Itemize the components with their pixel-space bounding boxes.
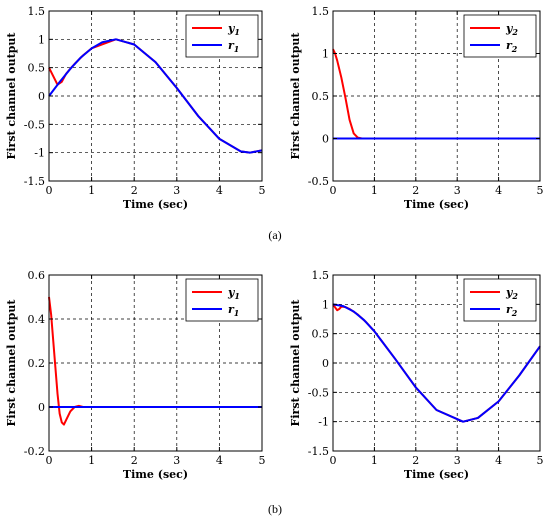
y-tick-label: 0.4 — [28, 313, 46, 326]
x-tick-label: 2 — [412, 184, 419, 197]
x-tick-label: 1 — [371, 184, 378, 197]
y-tick-label: -0.2 — [24, 445, 45, 458]
series-line-r1 — [48, 38, 263, 154]
y-tick-label: 0.2 — [28, 357, 46, 370]
caption-b: (b) — [268, 502, 282, 516]
y-axis-label: First channel output — [5, 32, 18, 160]
y-tick-label: -0.5 — [24, 118, 45, 131]
x-tick-label: 0 — [330, 454, 337, 467]
y-tick-label: -1.5 — [308, 445, 329, 458]
y-tick-label: -1 — [34, 147, 45, 160]
y-tick-label: 0 — [322, 357, 329, 370]
x-tick-label: 5 — [259, 184, 266, 197]
y-tick-label: -0.5 — [308, 175, 329, 188]
x-tick-label: 3 — [454, 454, 461, 467]
x-axis-label: Time (sec) — [123, 198, 188, 211]
x-axis-label: Time (sec) — [404, 198, 469, 211]
y-axis-label: First channel output — [5, 299, 18, 427]
x-tick-label: 2 — [131, 184, 138, 197]
y-tick-label: -1 — [318, 416, 329, 429]
legend-label-y2: y2 — [505, 22, 518, 37]
x-tick-label: 4 — [216, 184, 223, 197]
x-tick-label: 1 — [88, 454, 95, 467]
y-tick-label: 1 — [38, 33, 45, 46]
chart-panel-b-right: 0 1 2 3 4 5 -1.5 -1 -0.5 0 0.5 1 1.5 Time (sec) First … — [289, 269, 544, 481]
chart-panel-a-left: 0 1 2 3 4 5 -1.5 -1 -0.5 0 0.5 1 1.5 Time (sec) First … — [5, 5, 266, 211]
x-tick-label: 0 — [330, 184, 337, 197]
y-tick-label: -1.5 — [24, 175, 45, 188]
x-tick-label: 0 — [46, 184, 53, 197]
y-tick-label: 1 — [322, 298, 329, 311]
legend-label-r1: r1 — [228, 303, 239, 318]
x-tick-label: 4 — [495, 454, 502, 467]
y-tick-label: 1.5 — [312, 5, 330, 18]
x-tick-label: 2 — [412, 454, 419, 467]
y-axis-label: First channel output — [289, 299, 302, 427]
legend-label-y1: y1 — [227, 22, 240, 37]
legend-box — [463, 14, 537, 58]
y-tick-label: -0.5 — [308, 386, 329, 399]
y-tick-label: 0.5 — [312, 328, 330, 341]
legend-label-y1: y1 — [227, 286, 240, 301]
x-tick-label: 1 — [88, 184, 95, 197]
series-line-y1 — [48, 296, 92, 426]
legend-label-r2: r2 — [506, 303, 518, 318]
legend-box — [463, 278, 537, 322]
y-tick-label: 0.5 — [28, 62, 46, 75]
x-tick-label: 4 — [495, 184, 502, 197]
x-tick-label: 2 — [131, 454, 138, 467]
x-tick-label: 5 — [537, 454, 544, 467]
y-tick-label: 0.5 — [312, 90, 330, 103]
x-axis-label: Time (sec) — [123, 468, 188, 481]
x-tick-label: 3 — [454, 184, 461, 197]
series-line-y2 — [332, 48, 367, 140]
legend-label-y2: y2 — [505, 286, 518, 301]
y-tick-label: 0.6 — [28, 269, 46, 282]
x-tick-label: 1 — [371, 454, 378, 467]
x-tick-label: 4 — [216, 454, 223, 467]
legend-label-r1: r1 — [228, 39, 239, 54]
legend-box — [185, 278, 259, 322]
legend-label-r2: r2 — [506, 39, 518, 54]
x-tick-label: 0 — [46, 454, 53, 467]
y-tick-label: 1.5 — [28, 5, 46, 18]
x-tick-label: 5 — [537, 184, 544, 197]
y-tick-label: 0 — [38, 401, 45, 414]
legend-box — [185, 14, 259, 58]
series-line-r2 — [332, 303, 541, 423]
y-axis-label: First channel output — [289, 32, 302, 160]
x-tick-label: 3 — [173, 454, 180, 467]
x-tick-label: 5 — [259, 454, 266, 467]
y-tick-label: 0 — [322, 133, 329, 146]
x-axis-label: Time (sec) — [404, 468, 469, 481]
x-tick-label: 3 — [173, 184, 180, 197]
y-tick-label: 1.5 — [312, 269, 330, 282]
y-tick-label: 1 — [322, 48, 329, 61]
caption-a: (a) — [268, 228, 281, 242]
y-tick-label: 0 — [38, 90, 45, 103]
